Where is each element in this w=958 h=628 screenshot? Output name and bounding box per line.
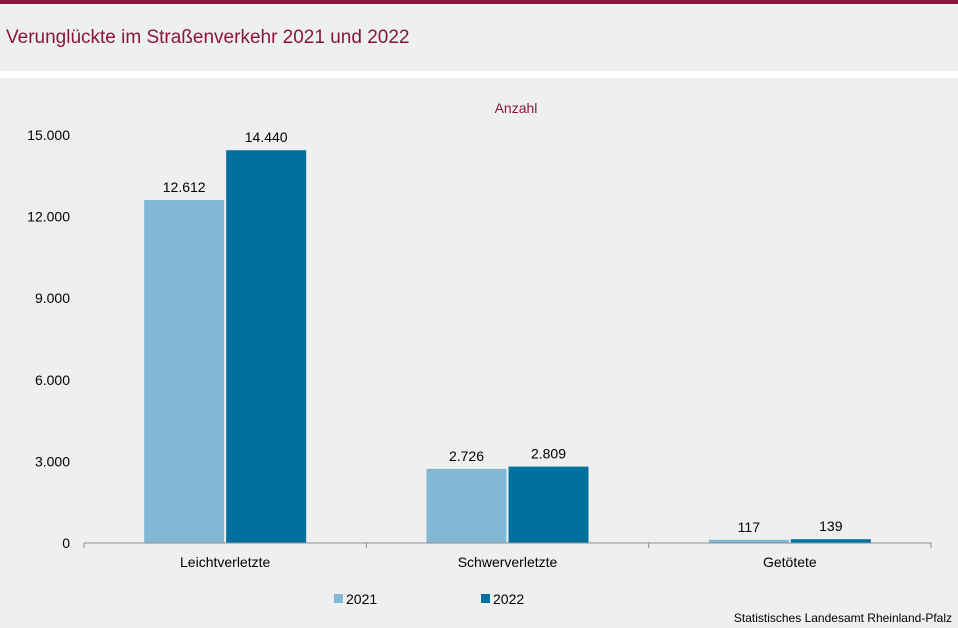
legend-label: 2022 bbox=[493, 591, 524, 607]
bar-2021 bbox=[708, 539, 789, 543]
source-note: Statistisches Landesamt Rheinland-Pfalz bbox=[733, 611, 952, 625]
x-tick-label: Schwerverletzte bbox=[458, 554, 558, 570]
y-tick-label: 9.000 bbox=[35, 290, 70, 306]
bar-2022 bbox=[508, 466, 589, 543]
x-tick-label: Getötete bbox=[763, 554, 817, 570]
y-tick-label: 12.000 bbox=[27, 209, 70, 225]
data-label: 2.809 bbox=[531, 446, 566, 462]
data-label: 12.612 bbox=[163, 179, 206, 195]
page-title: Verunglückte im Straßenverkehr 2021 und … bbox=[6, 27, 410, 48]
y-tick-label: 0 bbox=[62, 535, 70, 551]
y-tick-label: 6.000 bbox=[35, 372, 70, 388]
unit-label: Anzahl bbox=[495, 100, 538, 116]
data-label: 2.726 bbox=[449, 448, 484, 464]
bar-2022 bbox=[790, 539, 871, 543]
y-tick-label: 3.000 bbox=[35, 453, 70, 469]
bar-2022 bbox=[226, 150, 307, 543]
data-label: 139 bbox=[819, 518, 843, 534]
bar-2021 bbox=[144, 199, 225, 543]
y-tick-label: 15.000 bbox=[27, 127, 70, 143]
x-tick-label: Leichtverletzte bbox=[180, 554, 270, 570]
legend-swatch-2022 bbox=[481, 594, 490, 603]
legend-label: 2021 bbox=[346, 591, 377, 607]
top-accent-bar bbox=[0, 0, 958, 4]
data-label: 117 bbox=[738, 519, 761, 535]
header-divider bbox=[0, 71, 958, 78]
bar-2021 bbox=[426, 468, 507, 543]
data-label: 14.440 bbox=[245, 129, 288, 145]
legend-swatch-2021 bbox=[334, 594, 343, 603]
